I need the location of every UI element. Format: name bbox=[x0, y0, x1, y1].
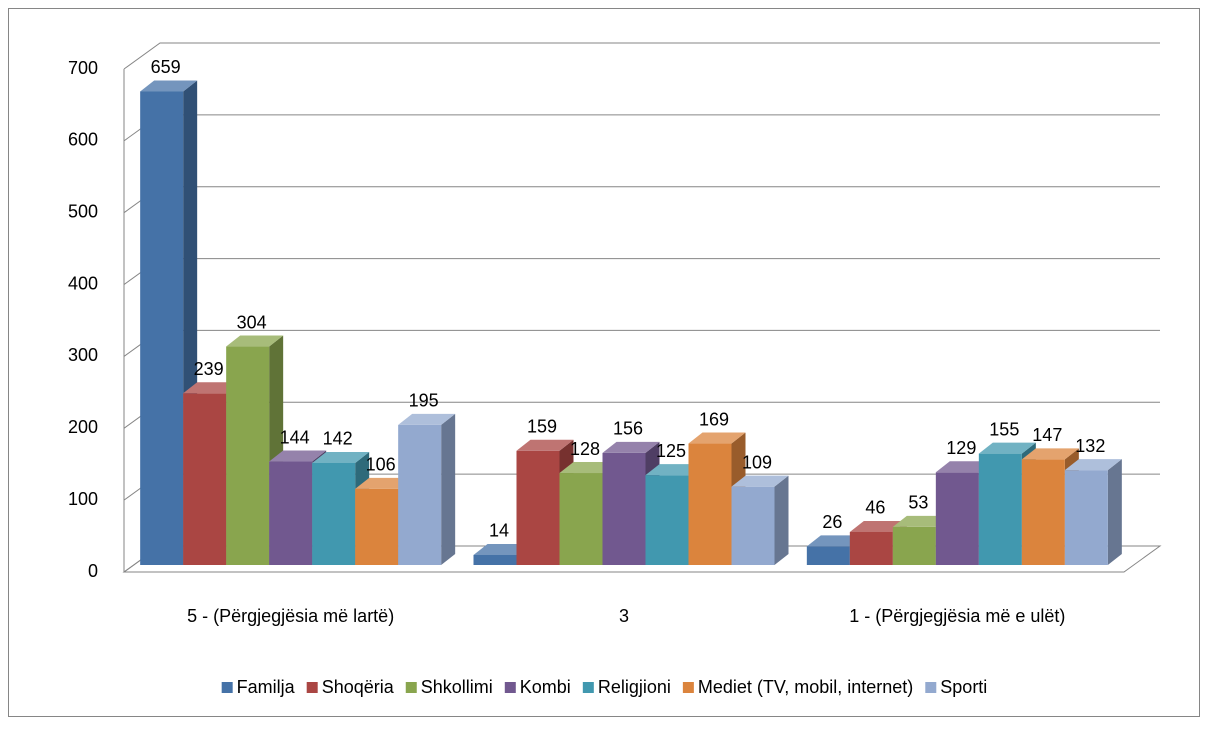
bar-top bbox=[806, 535, 864, 547]
y-tick-label: 300 bbox=[68, 345, 98, 365]
bar bbox=[355, 488, 399, 565]
x-tick-label: 1 - (Përgjegjësia më e ulët) bbox=[849, 606, 1065, 626]
bar-top bbox=[473, 543, 531, 555]
bar-top bbox=[1064, 459, 1122, 471]
bar bbox=[602, 452, 646, 565]
data-label: 156 bbox=[613, 419, 643, 439]
legend: Familja Shoqëria Shkollimi Kombi Religjioni M… bbox=[221, 677, 987, 697]
data-label: 169 bbox=[699, 409, 729, 429]
data-label: 304 bbox=[237, 312, 267, 332]
bar bbox=[516, 450, 560, 565]
data-label: 14 bbox=[489, 521, 509, 541]
bar-top bbox=[516, 439, 574, 451]
data-label: 53 bbox=[908, 493, 928, 513]
bar bbox=[731, 486, 775, 565]
chart-border bbox=[8, 8, 1200, 717]
grid-line bbox=[123, 42, 1160, 70]
bar-top bbox=[398, 413, 456, 425]
bar bbox=[935, 472, 979, 565]
y-tick-label: 0 bbox=[88, 561, 98, 581]
bar-top bbox=[731, 475, 789, 487]
bar bbox=[978, 453, 1022, 565]
legend-swatch bbox=[306, 682, 318, 693]
bar-top bbox=[312, 451, 370, 463]
data-label: 128 bbox=[570, 439, 600, 459]
legend-label: Sporti bbox=[940, 677, 987, 697]
bar bbox=[473, 554, 517, 565]
y-tick-label: 700 bbox=[68, 58, 98, 78]
data-label: 147 bbox=[1032, 425, 1062, 445]
data-label: 109 bbox=[742, 452, 772, 472]
bar bbox=[806, 546, 850, 565]
bar-top bbox=[849, 520, 907, 532]
bar bbox=[312, 462, 356, 565]
x-tick-label: 5 - (Përgjegjësia më lartë) bbox=[187, 606, 394, 626]
legend-label: Shkollimi bbox=[421, 677, 493, 697]
bar bbox=[269, 461, 313, 565]
legend-swatch bbox=[682, 682, 694, 693]
data-label: 125 bbox=[656, 441, 686, 461]
bar bbox=[1021, 459, 1065, 565]
bar bbox=[140, 91, 184, 565]
y-tick-label: 400 bbox=[68, 273, 98, 293]
bar-top bbox=[559, 462, 617, 474]
bar-top bbox=[688, 432, 746, 444]
legend-swatch bbox=[582, 682, 594, 693]
bar-top bbox=[140, 80, 198, 92]
data-label: 46 bbox=[865, 498, 885, 518]
bar-top bbox=[935, 461, 993, 473]
x-tick-label: 3 bbox=[619, 606, 629, 626]
bar-top bbox=[355, 477, 413, 489]
data-label: 239 bbox=[194, 359, 224, 379]
bar-top bbox=[645, 464, 703, 476]
data-label: 26 bbox=[822, 512, 842, 532]
bar bbox=[849, 531, 893, 565]
bar bbox=[1064, 470, 1108, 565]
legend-swatch bbox=[925, 682, 937, 693]
legend-swatch bbox=[504, 682, 516, 693]
y-tick-label: 600 bbox=[68, 130, 98, 150]
bar bbox=[226, 346, 270, 565]
legend-swatch bbox=[221, 682, 233, 693]
data-label: 195 bbox=[409, 391, 439, 411]
bar bbox=[183, 393, 227, 565]
bar-top bbox=[978, 442, 1036, 454]
bar-side bbox=[1107, 459, 1122, 565]
legend-label: Familja bbox=[237, 677, 296, 697]
bar bbox=[559, 473, 603, 565]
data-label: 142 bbox=[323, 429, 353, 449]
bar bbox=[398, 424, 442, 565]
legend-label: Kombi bbox=[520, 677, 571, 697]
bar-top bbox=[1021, 448, 1079, 460]
bar-side bbox=[774, 475, 789, 565]
bar bbox=[892, 526, 936, 565]
legend-label: Religjioni bbox=[598, 677, 671, 697]
legend-label: Mediet (TV, mobil, internet) bbox=[698, 677, 913, 697]
data-label: 132 bbox=[1075, 436, 1105, 456]
bar-top bbox=[269, 450, 327, 462]
bar-side bbox=[441, 413, 456, 565]
y-tick-label: 200 bbox=[68, 417, 98, 437]
bar-top bbox=[183, 382, 241, 394]
y-tick-label: 500 bbox=[68, 201, 98, 221]
y-tick-label: 100 bbox=[68, 489, 98, 509]
bar bbox=[645, 475, 689, 565]
data-label: 155 bbox=[989, 419, 1019, 439]
legend-swatch bbox=[405, 682, 417, 693]
data-label: 144 bbox=[280, 427, 310, 447]
bar bbox=[688, 443, 732, 565]
bar-top bbox=[892, 515, 950, 527]
data-label: 159 bbox=[527, 416, 557, 436]
data-label: 659 bbox=[151, 57, 181, 77]
data-label: 129 bbox=[946, 438, 976, 458]
bar-top bbox=[602, 441, 660, 453]
data-label: 106 bbox=[366, 455, 396, 475]
legend-label: Shoqëria bbox=[322, 677, 395, 697]
bar-top bbox=[226, 335, 284, 347]
